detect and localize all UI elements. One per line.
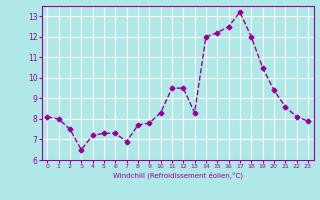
X-axis label: Windchill (Refroidissement éolien,°C): Windchill (Refroidissement éolien,°C) (113, 172, 243, 179)
